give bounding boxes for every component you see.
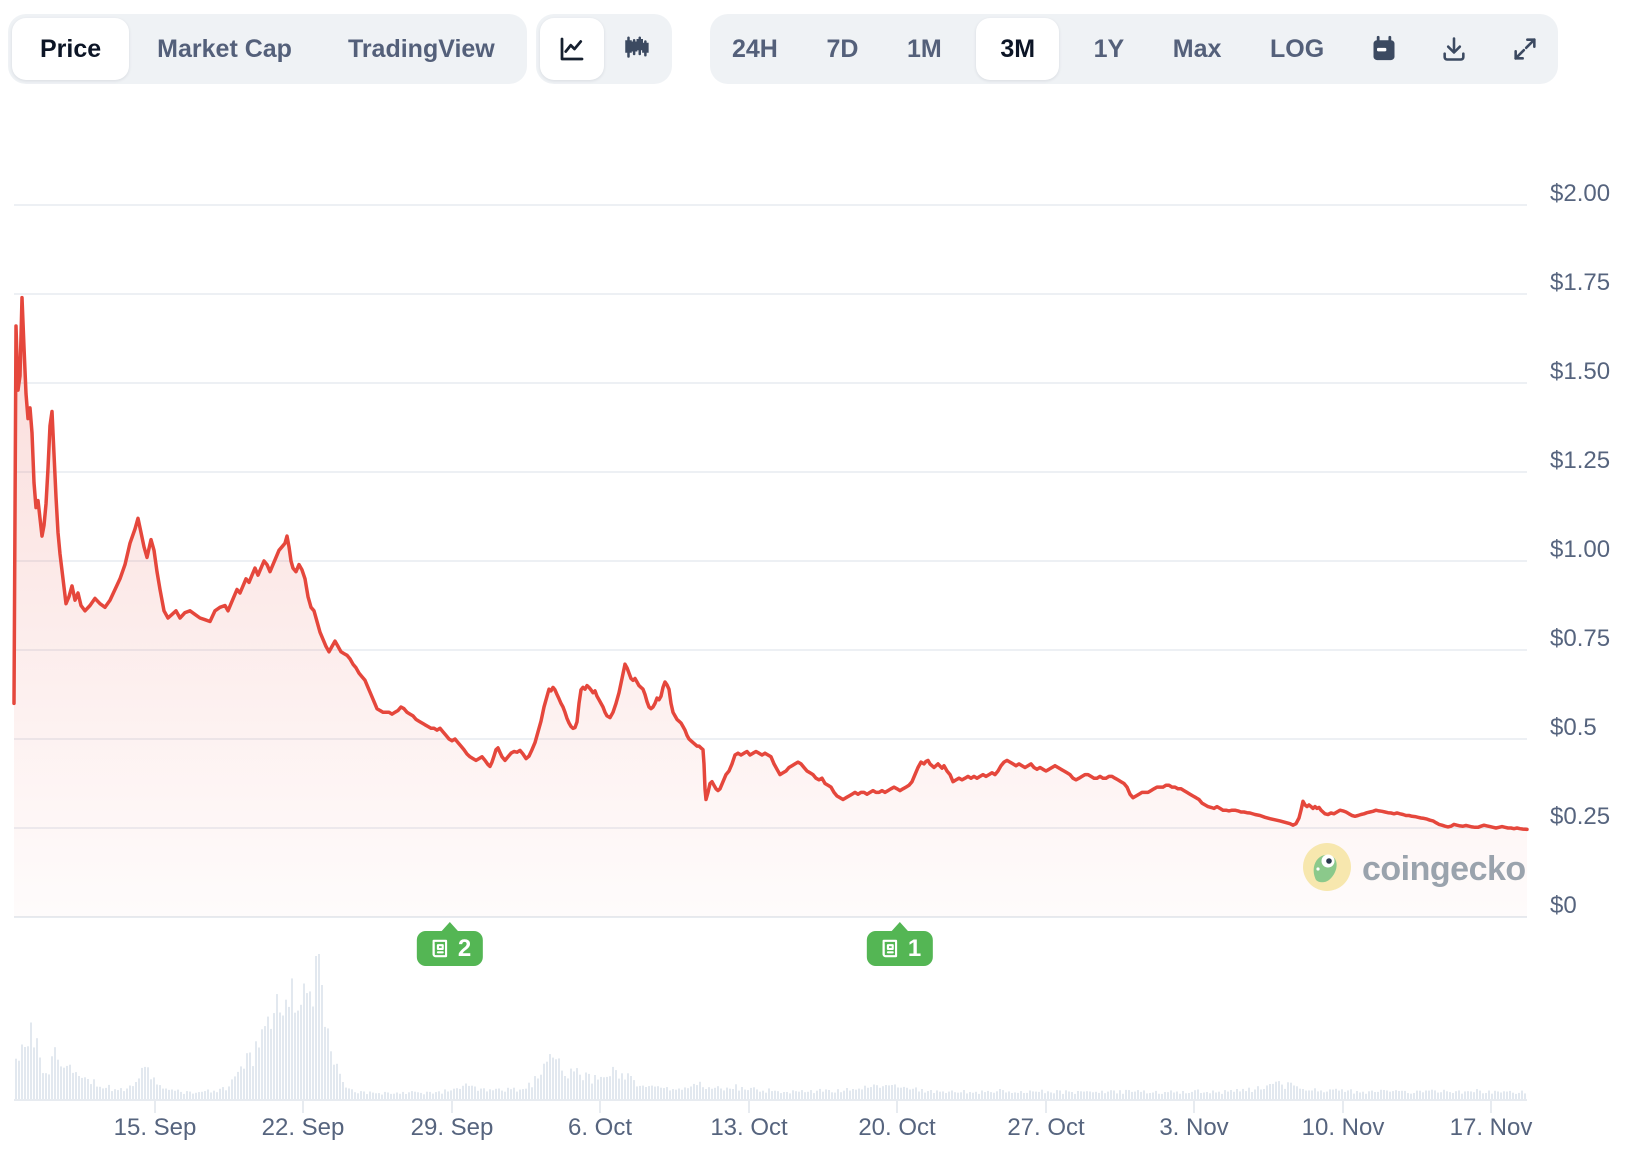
calendar-button[interactable] (1359, 18, 1409, 80)
news-badge-count: 1 (907, 934, 922, 962)
view-tabs-group: Price Market Cap TradingView (8, 14, 527, 84)
range-7d-button[interactable]: 7D (812, 18, 872, 80)
watermark-text: coingecko (1362, 850, 1526, 888)
range-24h-button[interactable]: 24H (718, 18, 792, 80)
line-chart-icon-button[interactable] (540, 18, 604, 80)
candlestick-chart-icon (621, 34, 651, 64)
candlestick-chart-icon-button[interactable] (604, 18, 668, 80)
tab-price[interactable]: Price (12, 18, 130, 80)
volume-bars (15, 954, 1526, 1099)
line-chart-icon (557, 34, 587, 64)
news-badge-2[interactable]: 2 (416, 931, 484, 966)
x-tick-label: 27. Oct (1007, 1114, 1085, 1141)
y-tick-label: $0 (1550, 892, 1577, 919)
x-tick-label: 6. Oct (567, 1114, 633, 1141)
range-max-button[interactable]: Max (1159, 18, 1236, 80)
y-tick-label: $1.25 (1550, 447, 1611, 474)
news-icon (429, 937, 452, 960)
x-tick-label: 10. Nov (1301, 1114, 1385, 1141)
coingecko-logo-icon (1302, 842, 1352, 897)
x-tick-label: 20. Oct (858, 1114, 936, 1141)
tab-tradingview[interactable]: TradingView (320, 18, 523, 80)
y-tick-label: $1.75 (1550, 269, 1611, 296)
price-area-fill (14, 297, 1527, 918)
range-1m-button[interactable]: 1M (893, 18, 956, 80)
y-tick-label: $1.00 (1550, 536, 1611, 563)
x-tick-label: 22. Sep (261, 1114, 345, 1141)
y-tick-label: $2.00 (1550, 180, 1611, 207)
download-button[interactable] (1429, 18, 1479, 80)
x-tick-label: 15. Sep (113, 1114, 197, 1141)
x-tick-label: 17. Nov (1449, 1114, 1533, 1141)
news-badge-count: 2 (457, 934, 472, 962)
chart-type-group (536, 14, 672, 84)
expand-icon (1511, 35, 1539, 63)
price-line (12, 295, 1529, 832)
y-tick-label: $1.50 (1550, 358, 1611, 385)
range-1y-button[interactable]: 1Y (1080, 18, 1139, 80)
axis-lines (14, 1099, 1527, 1113)
download-icon (1440, 35, 1468, 63)
y-tick-label: $0.5 (1550, 714, 1597, 741)
range-3m-button[interactable]: 3M (976, 18, 1060, 80)
range-buttons-group: 24H 7D 1M 3M 1Y Max LOG (710, 14, 1558, 84)
x-tick-label: 3. Nov (1159, 1114, 1229, 1141)
y-tick-label: $0.75 (1550, 625, 1611, 652)
news-badge-1[interactable]: 1 (866, 931, 934, 966)
coingecko-watermark: coingecko (1302, 842, 1526, 897)
x-tick-label: 29. Sep (410, 1114, 494, 1141)
x-tick-label: 13. Oct (710, 1114, 788, 1141)
calendar-icon (1370, 35, 1398, 63)
expand-button[interactable] (1500, 18, 1550, 80)
range-log-button[interactable]: LOG (1256, 18, 1338, 80)
y-tick-label: $0.25 (1550, 803, 1611, 830)
tab-market-cap[interactable]: Market Cap (129, 18, 320, 80)
news-icon (879, 937, 902, 960)
